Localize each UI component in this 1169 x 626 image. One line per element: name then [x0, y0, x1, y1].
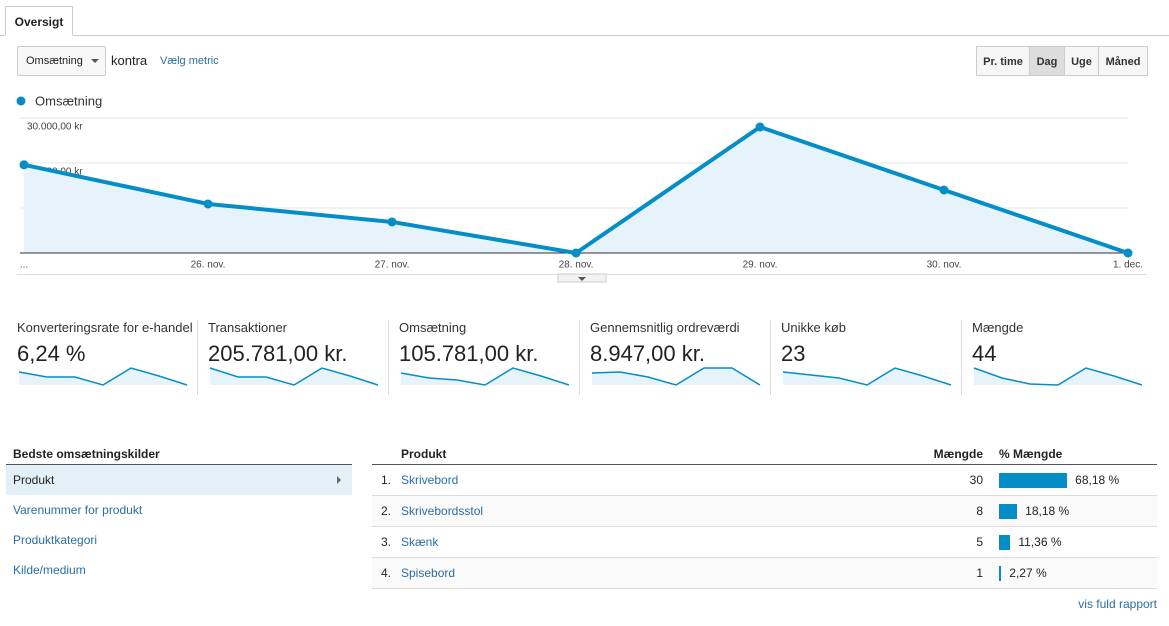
card-value: 105.781,00 kr. [399, 341, 539, 366]
product-link[interactable]: Skænk [401, 535, 439, 549]
collapse-arrow [578, 277, 586, 281]
table-header: Mængde [933, 447, 983, 461]
card-value: 8.947,00 kr. [590, 341, 705, 366]
table-header: Produkt [401, 447, 447, 461]
sources-title: Bedste omsætningskilder [13, 447, 160, 461]
quantity: 1 [976, 566, 983, 580]
point [939, 185, 949, 195]
table-rule [372, 464, 1157, 465]
card-label: Transaktioner [208, 320, 287, 335]
source-label[interactable]: Kilde/medium [13, 563, 86, 577]
rank: 2. [381, 504, 392, 518]
tab[interactable]: Oversigt [5, 6, 73, 36]
sparkline [400, 367, 570, 386]
point [571, 248, 581, 258]
x-tick-label: 30. nov. [927, 260, 962, 271]
sparkline [973, 367, 1143, 386]
point [19, 160, 29, 170]
card-value: 6,24 % [17, 341, 86, 366]
metric-dropdown[interactable]: Omsætning [17, 46, 106, 76]
card-divider [961, 320, 962, 395]
rank: 1. [381, 473, 392, 487]
point [387, 217, 397, 227]
product-link[interactable]: Skrivebordsstol [401, 504, 484, 518]
card-label: Mængde [972, 320, 1024, 335]
chevron [337, 476, 341, 484]
table-row [372, 496, 1157, 527]
percent-label: 68,18 % [1075, 473, 1120, 487]
table-row [372, 527, 1157, 558]
period-button[interactable]: Dag [1029, 46, 1065, 76]
source-item[interactable] [6, 465, 352, 495]
x-tick-label: 26. nov. [191, 260, 226, 271]
card-label: Gennemsnitlig ordreværdi [590, 320, 740, 335]
percent-label: 2,27 % [1009, 566, 1047, 580]
period-button[interactable]: Pr. time [976, 46, 1030, 76]
metric-label: Omsætning [26, 55, 83, 67]
quantity: 30 [969, 473, 983, 487]
x-tick-label: 27. nov. [375, 260, 410, 271]
source-label[interactable]: Produkt [13, 473, 55, 487]
percent-label: 18,18 % [1025, 504, 1070, 518]
percent-label: 11,36 % [1018, 535, 1062, 549]
sparkline [18, 367, 188, 386]
rank: 4. [381, 566, 392, 580]
tab-bar-line [0, 35, 1169, 36]
card-divider [579, 320, 580, 395]
card-value: 44 [972, 341, 997, 366]
area [24, 127, 1128, 253]
sources-rule [6, 464, 352, 465]
x-tick-label: ... [20, 260, 28, 271]
table-row [372, 465, 1157, 496]
card-label: Omsætning [399, 320, 467, 335]
pick-metric-link[interactable]: Vælg metric [160, 55, 219, 67]
full-report-link[interactable]: vis fuld rapport [1078, 597, 1157, 611]
rank: 3. [381, 535, 392, 549]
card-label: Unikke køb [781, 320, 847, 335]
card-divider [197, 320, 198, 395]
sparkline [209, 367, 379, 386]
card-divider [388, 320, 389, 395]
x-tick-label: 28. nov. [559, 260, 594, 271]
product-link[interactable]: Skrivebord [401, 473, 459, 487]
sparkline-area [592, 368, 760, 385]
table-header: % Mængde [999, 447, 1063, 461]
product-link[interactable]: Spisebord [401, 566, 456, 580]
quantity: 8 [976, 504, 983, 518]
quantity: 5 [976, 535, 983, 549]
period-button[interactable]: Uge [1064, 46, 1099, 76]
period-button[interactable]: Måned [1098, 46, 1148, 76]
versus-label: kontra [111, 53, 148, 68]
y-tick-label: 30.000,00 kr [27, 122, 83, 133]
card-label: Konverteringsrate for e-handel [17, 320, 193, 335]
card-value: 23 [781, 341, 806, 366]
percent-bar [999, 566, 1002, 581]
legend-marker [16, 96, 26, 106]
point [1123, 248, 1133, 258]
sparkline [782, 367, 952, 386]
card-divider [770, 320, 771, 395]
x-tick-label: 29. nov. [743, 260, 778, 271]
point [203, 199, 213, 209]
sparkline [591, 367, 761, 386]
table-row [372, 558, 1157, 589]
percent-bar [999, 473, 1068, 488]
source-label[interactable]: Varenummer for produkt [13, 503, 143, 517]
x-tick-label: 1. dec. [1113, 260, 1143, 271]
percent-bar [999, 535, 1011, 550]
source-label[interactable]: Produktkategori [13, 533, 98, 547]
legend-label: Omsætning [35, 93, 102, 108]
percent-bar [999, 504, 1018, 519]
point [755, 122, 765, 132]
dropdown-arrow [91, 59, 99, 63]
card-value: 205.781,00 kr. [208, 341, 348, 366]
